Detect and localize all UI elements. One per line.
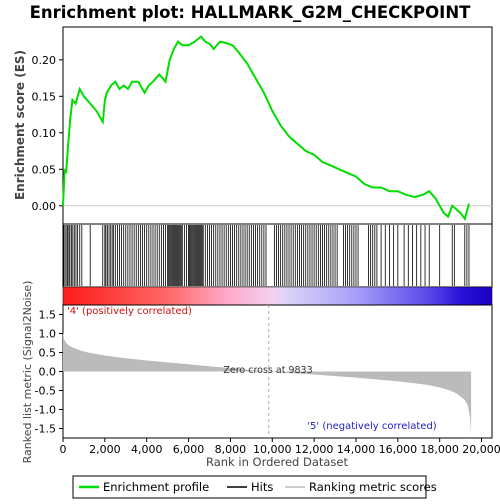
colorbar-gradient — [63, 287, 492, 305]
x-tick-label: 18,000 — [420, 443, 459, 456]
bottom-y-axis-label: Ranked list metric (Signal2Noise) — [21, 281, 34, 464]
chart-legend: Enrichment profile Hits Ranking metric s… — [73, 476, 437, 498]
bottom-y-tick-label: 1.0 — [39, 328, 57, 341]
ranked-list-colorbar — [63, 287, 492, 305]
x-axis-label: Rank in Ordered Dataset — [206, 455, 349, 469]
legend-label-ranking-metric: Ranking metric scores — [309, 480, 437, 494]
x-tick-label: 6,000 — [173, 443, 205, 456]
bottom-y-tick-label: 1.5 — [39, 309, 57, 322]
bottom-y-tick-label: -0.5 — [35, 385, 56, 398]
zero-cross-label: Zero cross at 9833 — [223, 365, 312, 376]
top-y-tick-label: 0.00 — [32, 200, 57, 213]
bottom-y-tick-label: 0.0 — [39, 366, 57, 379]
x-tick-label: 2,000 — [89, 443, 121, 456]
top-y-tick-label: 0.20 — [32, 54, 57, 67]
x-tick-label: 20,000 — [462, 443, 500, 456]
top-y-axis-label: Enrichment score (ES) — [13, 50, 27, 200]
positive-correlation-label: '4' (positively correlated) — [67, 306, 192, 317]
bottom-y-tick-label: 0.5 — [39, 347, 57, 360]
top-y-tick-label: 0.15 — [32, 90, 57, 103]
bottom-y-tick-label: -1.5 — [35, 423, 56, 436]
negative-correlation-label: '5' (negatively correlated) — [307, 421, 436, 432]
bottom-y-tick-label: -1.0 — [35, 404, 56, 417]
x-tick-label: 4,000 — [131, 443, 163, 456]
x-tick-label: 0 — [60, 443, 67, 456]
legend-label-hits: Hits — [251, 480, 273, 494]
chart-title: Enrichment plot: HALLMARK_G2M_CHECKPOINT — [30, 3, 472, 22]
legend-label-enrichment-profile: Enrichment profile — [103, 480, 209, 494]
x-tick-label: 16,000 — [379, 443, 418, 456]
top-y-tick-label: 0.05 — [32, 163, 57, 176]
top-y-tick-label: 0.10 — [32, 127, 57, 140]
